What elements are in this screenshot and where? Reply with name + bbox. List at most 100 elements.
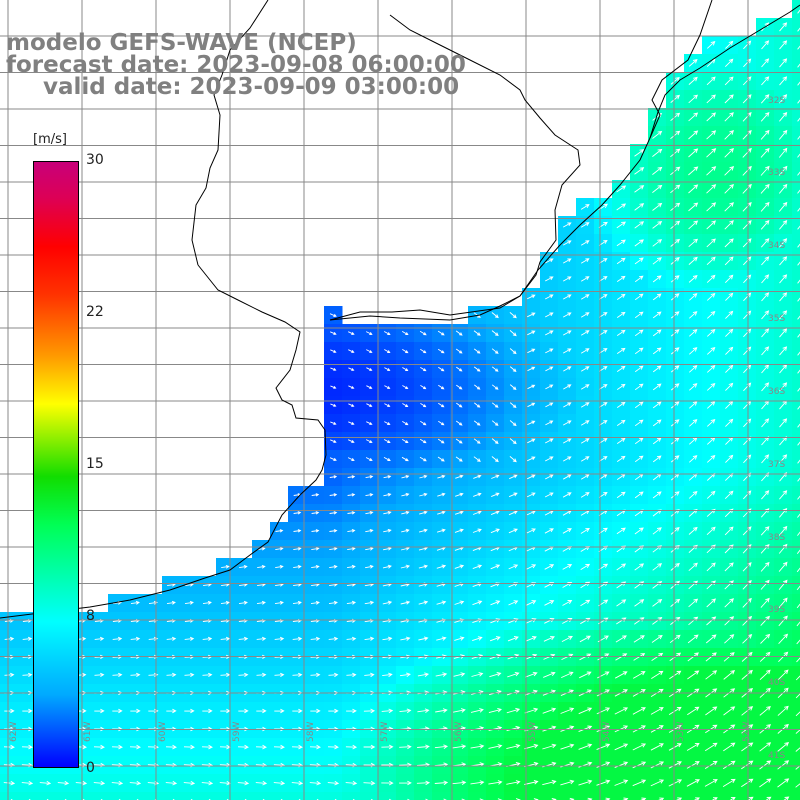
wind-speed-cell [252, 792, 271, 800]
wind-arrow [759, 778, 772, 788]
wind-arrow [689, 401, 698, 409]
wind-arrow [470, 744, 485, 749]
wind-arrow [797, 81, 800, 86]
wind-arrow [706, 382, 716, 391]
wind-arrow [491, 330, 499, 336]
wind-arrow [760, 201, 770, 212]
wind-speed-cell [594, 792, 613, 800]
wind-arrow [437, 492, 446, 497]
wind-arrow [779, 22, 788, 32]
wind-arrow [652, 293, 662, 301]
wind-arrow [490, 510, 500, 516]
wind-arrow [237, 780, 250, 786]
wind-arrow [402, 421, 409, 426]
wind-arrow [725, 40, 734, 49]
wind-arrow [311, 493, 320, 497]
wind-arrow [688, 148, 699, 158]
wind-arrow [634, 437, 644, 445]
wind-arrow [418, 528, 428, 533]
wind-arrow [634, 275, 644, 283]
wind-arrow [797, 243, 800, 248]
wind-arrow [384, 367, 391, 371]
wind-arrow [94, 636, 105, 641]
wind-arrow [778, 561, 788, 572]
wind-arrow [640, 797, 647, 800]
wind-arrow [527, 294, 536, 300]
wind-arrow [670, 598, 681, 607]
wind-arrow [761, 58, 770, 68]
wind-arrow [796, 567, 800, 573]
wind-arrow [562, 420, 572, 426]
wind-arrow [725, 328, 734, 337]
wind-speed-cell [270, 792, 289, 800]
wind-arrow [330, 385, 337, 389]
wind-arrow [797, 477, 800, 482]
wind-arrow [797, 315, 800, 320]
wind-speed-cell [288, 792, 307, 800]
wind-arrow [184, 672, 195, 677]
wind-arrow [507, 671, 520, 678]
wind-arrow [670, 419, 680, 427]
wind-speed-cell [756, 792, 775, 800]
wind-arrow [634, 185, 645, 193]
wind-arrow [419, 510, 428, 515]
wind-arrow [346, 672, 357, 678]
wind-arrow [527, 330, 536, 336]
wind-arrow [670, 130, 681, 140]
wind-arrow [724, 130, 734, 140]
wind-arrow [310, 672, 321, 677]
wind-arrow [670, 256, 680, 265]
wind-arrow [238, 672, 249, 677]
wind-speed-cell [702, 792, 721, 800]
wind-speed-cell [108, 792, 127, 800]
wind-arrow [384, 403, 391, 407]
wind-arrow [652, 599, 663, 607]
wind-arrow [509, 348, 517, 355]
wind-arrow [725, 382, 734, 391]
wind-arrow [796, 549, 800, 554]
wind-speed-cell [684, 792, 703, 800]
wind-arrow [797, 369, 800, 374]
wind-arrow [724, 562, 734, 572]
wind-arrow [419, 330, 427, 336]
wind-arrow [634, 293, 644, 301]
wind-arrow [760, 597, 770, 608]
wind-arrow [778, 201, 788, 212]
lon-label-56w: 56W [454, 721, 464, 742]
wind-speed-cell [792, 792, 800, 800]
wind-arrow [797, 531, 800, 536]
lat-label-38s: 38S [768, 533, 786, 543]
wind-arrow [455, 330, 463, 336]
wind-arrow [364, 672, 375, 678]
wind-arrow [508, 564, 519, 570]
wind-arrow [472, 510, 482, 515]
wind-arrow [347, 493, 356, 497]
wind-arrow [436, 636, 447, 641]
wind-arrow [274, 636, 285, 641]
wind-arrow [580, 474, 590, 480]
wind-arrow [472, 636, 483, 642]
wind-arrow [381, 708, 394, 714]
wind-arrow [434, 744, 449, 749]
wind-arrow [779, 219, 788, 230]
wind-speed-cell [36, 792, 55, 800]
wind-arrow [616, 437, 626, 444]
wind-arrow [544, 618, 555, 624]
wind-arrow [401, 474, 410, 479]
wind-arrow [761, 274, 770, 284]
wind-arrow [562, 258, 572, 264]
wind-arrow [490, 600, 501, 606]
wind-arrow [778, 165, 788, 176]
wind-arrow [420, 385, 427, 390]
wind-arrow [438, 366, 445, 372]
wind-arrow [759, 705, 771, 716]
wind-arrow [328, 636, 339, 641]
wind-arrow [616, 311, 626, 318]
wind-arrow [795, 747, 800, 752]
wind-arrow [347, 511, 356, 515]
wind-arrow [669, 634, 681, 644]
wind-arrow [329, 564, 338, 569]
border-east-path [649, 0, 713, 139]
wind-arrow [561, 671, 574, 679]
wind-arrow [292, 636, 303, 641]
